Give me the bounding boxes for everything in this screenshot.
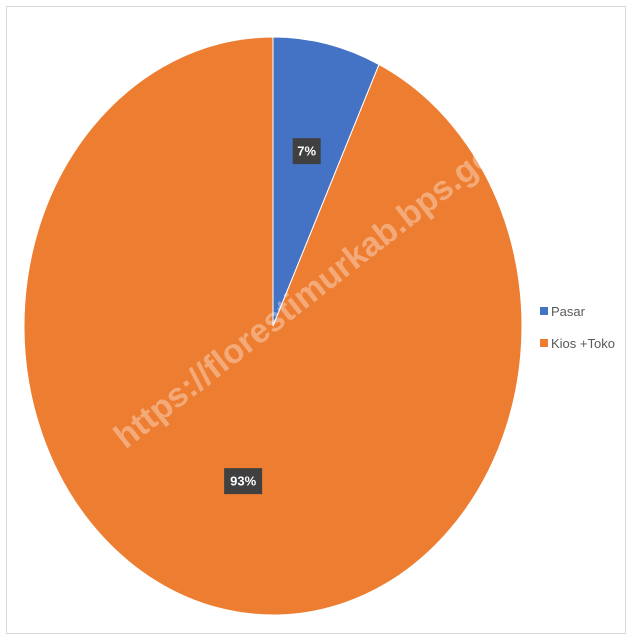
legend-swatch-kios-toko xyxy=(540,339,548,347)
data-label-box-kios-toko xyxy=(224,468,263,495)
pie-slices xyxy=(23,36,523,616)
legend: Pasar Kios +Toko xyxy=(540,300,615,364)
pie-slice-pasar xyxy=(272,36,380,327)
legend-label-kios-toko: Kios +Toko xyxy=(551,335,615,351)
legend-label-pasar: Pasar xyxy=(551,303,585,319)
data-label-kios-toko: 93% xyxy=(224,468,263,495)
pie-slice-kios-toko xyxy=(23,36,523,616)
data-label-pasar: 7% xyxy=(292,138,321,165)
legend-item-pasar: Pasar xyxy=(540,300,615,322)
legend-item-kios-toko: Kios +Toko xyxy=(540,332,615,354)
legend-swatch-pasar xyxy=(540,307,548,315)
data-label-box-pasar xyxy=(292,138,321,165)
data-label-text-pasar: 7% xyxy=(297,144,316,159)
pie-data-labels: 7% 93% xyxy=(224,138,321,495)
data-label-text-kios-toko: 93% xyxy=(230,474,256,489)
